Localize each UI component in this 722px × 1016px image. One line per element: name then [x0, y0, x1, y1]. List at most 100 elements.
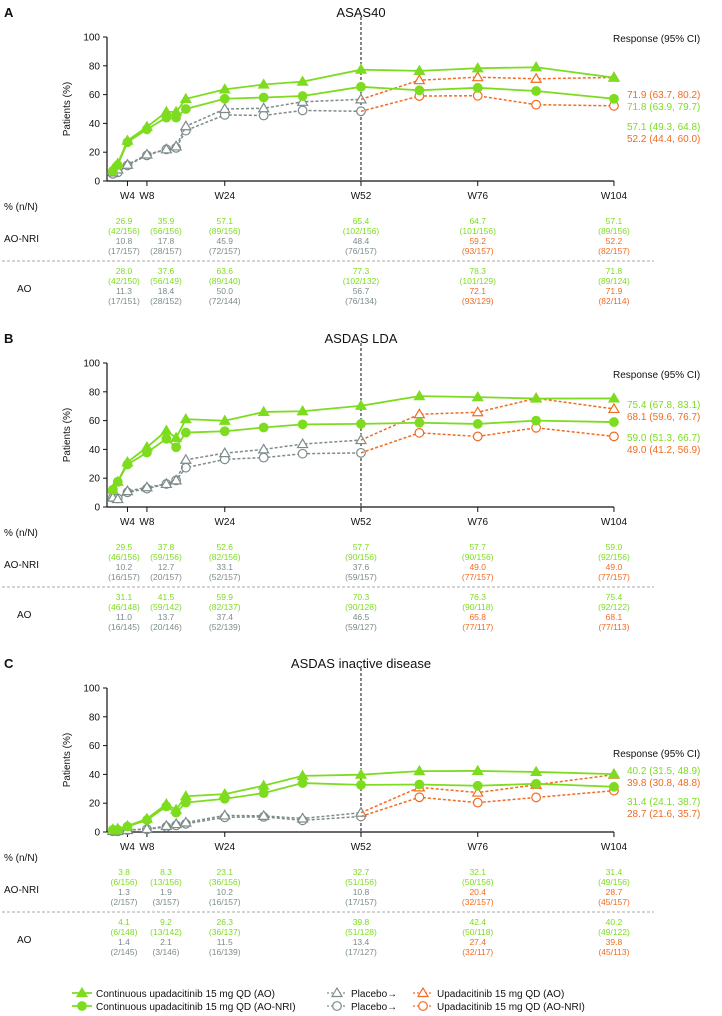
data-point — [160, 819, 173, 831]
legend-label: Upadacitinib 15 mg QD (AO) — [437, 989, 564, 1000]
data-point — [356, 780, 366, 790]
series-line — [360, 397, 615, 441]
series-pbo-ao — [106, 433, 368, 504]
panel-a: A ASAS40 Patients (%) 0 20 40 60 80 100 W4 W8 W24 W5… — [2, 5, 700, 306]
x-tick-label: W52 — [351, 191, 372, 202]
data-point — [354, 768, 368, 779]
data-point — [258, 788, 269, 799]
response-value: 59.0 (51.3, 66.7) — [627, 433, 700, 444]
data-point — [297, 91, 308, 101]
legend-item: Upadacitinib 15 mg QD (AO) — [413, 986, 564, 1000]
cell-percent: 1.3 — [118, 887, 130, 897]
cell-percent: 48.4 — [353, 236, 370, 246]
cell-count: (50/156) — [462, 877, 494, 887]
x-tick-label: W24 — [214, 517, 235, 528]
data-point — [297, 778, 308, 788]
cell-count: (72/157) — [209, 246, 241, 256]
cell-percent: 50.0 — [216, 286, 233, 296]
data-point — [160, 143, 173, 154]
data-point — [297, 419, 308, 430]
cell-percent: 37.6 — [353, 562, 370, 572]
y-tick-label: 40 — [89, 119, 101, 130]
y-tick-label: 40 — [89, 445, 101, 456]
cell-percent: 23.1 — [216, 867, 233, 877]
data-point — [414, 417, 425, 428]
cell-count: (46/148) — [108, 602, 140, 612]
legend-marker-circ-icon — [77, 1001, 87, 1011]
response-value: 39.8 (30.8, 48.8) — [627, 778, 700, 789]
x-tick-label: W4 — [120, 191, 135, 202]
cell-percent: 70.3 — [353, 592, 370, 602]
cell-count: (13/156) — [150, 877, 182, 887]
data-point — [170, 817, 183, 829]
cell-count: (45/157) — [598, 897, 630, 907]
data-point — [531, 86, 542, 96]
data-point — [179, 92, 192, 104]
cell-count: (90/156) — [462, 552, 494, 562]
cell-count: (56/156) — [150, 226, 182, 236]
y-tick-label: 0 — [94, 177, 100, 188]
cell-count: (77/117) — [462, 622, 493, 632]
data-point — [218, 83, 231, 94]
data-point — [609, 93, 619, 104]
data-point — [170, 474, 183, 485]
response-value: 57.1 (49.3, 64.8) — [627, 122, 700, 133]
data-point — [413, 64, 426, 75]
cell-percent: 10.8 — [353, 887, 370, 897]
cell-percent: 57.7 — [469, 542, 486, 552]
data-point — [218, 809, 231, 820]
cell-percent: 10.2 — [216, 887, 233, 897]
legend-label: Continuous upadacitinib 15 mg QD (AO-NRI… — [96, 1002, 296, 1013]
data-point — [472, 797, 483, 808]
cell-percent: 56.7 — [353, 286, 370, 296]
series-line — [360, 773, 615, 814]
cell-percent: 11.5 — [217, 937, 233, 947]
cell-count: (59/156) — [150, 552, 182, 562]
cell-count: (93/129) — [462, 296, 494, 306]
cell-count: (17/157) — [345, 897, 377, 907]
cell-count: (16/139) — [209, 947, 241, 957]
row-label: AO-NRI — [4, 560, 39, 571]
response-header: Response (95% CI) — [613, 34, 700, 45]
cell-count: (90/118) — [462, 602, 493, 612]
cell-percent: 11.3 — [116, 286, 132, 296]
cell-percent: 31.4 — [606, 867, 623, 877]
data-point — [414, 85, 425, 96]
cell-count: (28/152) — [150, 296, 182, 306]
cell-percent: 11.0 — [116, 612, 132, 622]
response-value: 52.2 (44.4, 60.0) — [627, 134, 700, 145]
cell-percent: 59.0 — [606, 542, 623, 552]
panel-c: C ASDAS inactive disease Patients (%) 0 20 40… — [2, 656, 700, 957]
cell-count: (102/132) — [343, 276, 380, 286]
cell-count: (82/157) — [598, 246, 630, 256]
y-tick-label: 0 — [94, 828, 100, 839]
series-pbo-ao — [106, 93, 368, 177]
cell-percent: 17.8 — [158, 236, 175, 246]
row-label: AO-NRI — [4, 885, 39, 896]
data-point — [413, 764, 426, 776]
data-point — [296, 812, 309, 823]
data-point — [257, 443, 270, 454]
x-tick-label: W76 — [467, 191, 488, 202]
data-point — [296, 75, 309, 86]
data-point — [413, 74, 426, 85]
series-upa-ao — [360, 768, 621, 814]
data-point — [356, 81, 366, 92]
data-point — [472, 419, 483, 429]
data-point — [219, 426, 230, 437]
data-point — [218, 414, 231, 425]
x-tick-label: W104 — [601, 191, 628, 202]
cell-percent: 26.9 — [116, 216, 133, 226]
cell-percent: 64.7 — [469, 216, 486, 226]
cell-count: (6/148) — [111, 927, 138, 937]
cell-count: (59/142) — [150, 602, 182, 612]
y-tick-label: 20 — [89, 148, 101, 159]
cell-count: (93/157) — [462, 246, 494, 256]
data-point — [170, 803, 183, 814]
x-tick-label: W8 — [139, 191, 154, 202]
y-axis-label: Patients (%) — [62, 733, 73, 787]
data-point — [179, 816, 192, 827]
data-point — [111, 475, 124, 486]
data-point — [179, 412, 192, 424]
cell-count: (45/113) — [598, 947, 629, 957]
